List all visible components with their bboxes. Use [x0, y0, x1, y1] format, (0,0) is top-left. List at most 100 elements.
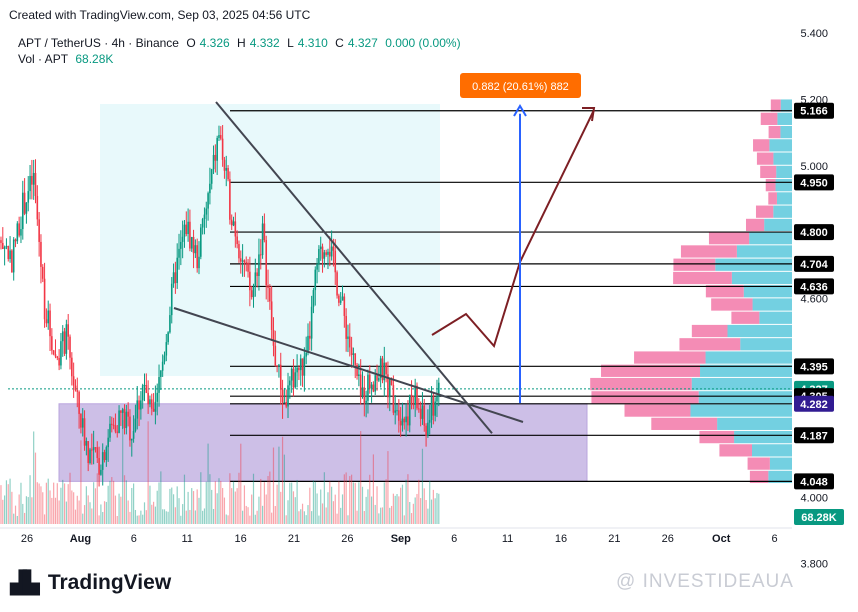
symbol-label[interactable]: APT / TetherUS · 4h · Binance	[18, 36, 179, 50]
time-tick-label: 21	[608, 533, 620, 545]
candle-body	[427, 422, 429, 436]
volume-bar	[51, 497, 53, 524]
candle-body	[434, 401, 436, 416]
volume-bar	[120, 496, 122, 524]
time-tick-label: 11	[502, 533, 513, 545]
volume-bar	[212, 508, 215, 524]
volume-profile-down-bar	[624, 404, 691, 417]
candle-body	[89, 449, 91, 464]
volume-profile-down-bar	[708, 232, 750, 245]
volume-bar	[49, 490, 51, 524]
volume-bar	[192, 491, 195, 524]
volume-bar	[31, 497, 33, 524]
candle-body	[101, 452, 104, 470]
volume-bar	[236, 488, 238, 524]
demand-zone	[58, 403, 588, 482]
candle-body	[236, 236, 238, 245]
volume-bar	[174, 507, 176, 524]
candle-body	[430, 396, 433, 421]
candle-body	[7, 246, 10, 259]
candle-body	[227, 168, 229, 180]
volume-bar	[45, 482, 47, 524]
candle-body	[174, 272, 177, 284]
volume-bar	[365, 496, 367, 524]
volume-profile-up-bar	[690, 404, 792, 417]
candle-body	[379, 358, 382, 379]
volume-profile-up-bar	[775, 179, 792, 192]
volume-bar	[429, 480, 431, 524]
volume-bar	[103, 501, 106, 524]
volume-bar	[83, 505, 86, 524]
volume-bar	[229, 473, 231, 524]
volume-bar	[383, 482, 385, 524]
volume-bar	[349, 476, 351, 524]
volume-axis-label: 68.28K	[801, 512, 837, 524]
descending-trendline-lower	[173, 307, 524, 423]
volume-bar	[143, 502, 146, 524]
candle-body	[203, 214, 206, 220]
candle-body	[425, 425, 427, 436]
volume-bar	[87, 495, 89, 524]
volume-bar	[405, 479, 407, 524]
candle-body	[47, 310, 50, 324]
candle-body	[283, 402, 286, 404]
candle-body	[209, 183, 211, 194]
candle-body	[285, 402, 287, 407]
volume-bar	[185, 510, 187, 524]
volume-bar	[127, 500, 129, 524]
volume-bar	[387, 451, 389, 524]
volume-bar	[165, 511, 167, 524]
volume-bar	[223, 497, 226, 524]
candle-body	[278, 364, 280, 367]
time-tick-label: 6	[772, 533, 778, 545]
candle-body	[392, 385, 395, 413]
candle-body	[23, 192, 26, 214]
candle-body	[265, 240, 268, 286]
candle-body	[185, 224, 188, 235]
candle-body	[223, 159, 226, 171]
volume-bar	[238, 472, 240, 524]
level-price-label: 4.187	[800, 430, 828, 442]
candle-body	[298, 367, 300, 371]
candle-body	[36, 195, 39, 220]
volume-bar	[71, 490, 73, 524]
volume-bar	[20, 482, 22, 524]
volume-profile-up-bar	[768, 470, 792, 484]
volume-bar	[100, 504, 102, 524]
volume-bar	[123, 475, 126, 524]
candle-body	[252, 286, 255, 298]
candle-body	[385, 362, 387, 375]
price-tick-label: 5.400	[800, 28, 828, 40]
volume-bar	[13, 513, 15, 524]
volume-bar	[347, 515, 349, 524]
candle-body	[221, 138, 224, 160]
volume-bar	[263, 482, 265, 524]
level-price-badge	[794, 278, 834, 295]
candle-body	[74, 385, 77, 391]
volume-profile-down-bar	[719, 444, 752, 457]
candle-body	[32, 172, 35, 185]
candle-body	[305, 352, 307, 357]
projection-arrow-path	[431, 109, 595, 349]
candle-body	[259, 254, 262, 256]
volume-bar	[381, 507, 384, 524]
volume-label[interactable]: Vol · APT	[18, 52, 69, 66]
volume-bar	[0, 485, 2, 524]
candle-body	[176, 257, 178, 284]
candle-body	[261, 223, 264, 255]
tradingview-brand[interactable]: ▟▙ TradingView	[10, 570, 171, 596]
volume-profile-down-bar	[705, 285, 744, 298]
volume-bar	[327, 492, 329, 524]
volume-bar	[294, 497, 296, 524]
volume-bar	[36, 482, 38, 524]
level-price-badge	[794, 224, 834, 241]
candle-body	[120, 410, 122, 413]
volume-bar	[343, 474, 345, 524]
volume-bar	[298, 511, 300, 524]
volume-bar	[296, 479, 298, 524]
volume-profile-up-bar	[769, 139, 792, 152]
candle-body	[410, 394, 413, 405]
volume-bar	[42, 492, 44, 524]
candle-body	[296, 367, 298, 373]
